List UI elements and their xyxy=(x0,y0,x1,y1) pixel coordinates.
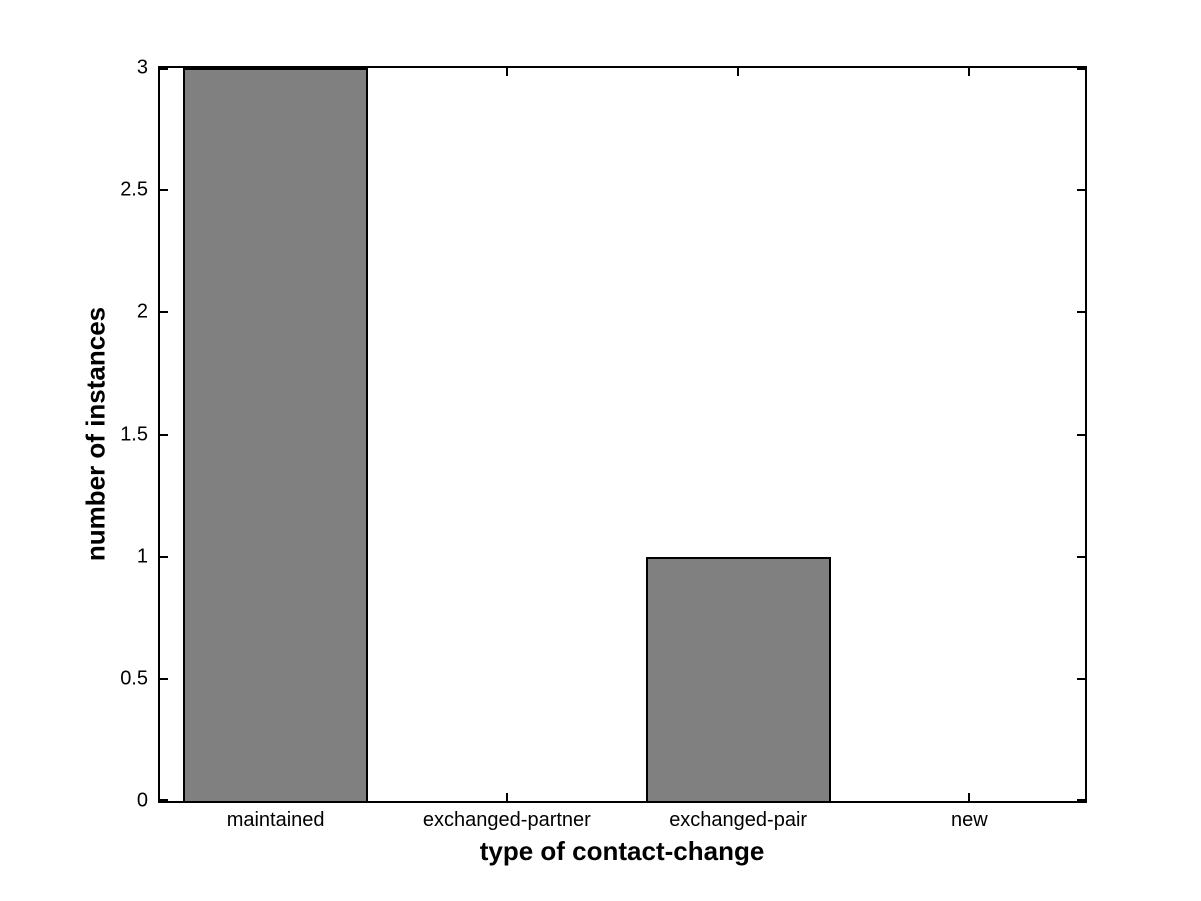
y-axis-tick xyxy=(1077,433,1085,436)
y-axis-tick xyxy=(1077,799,1085,801)
y-axis-tick xyxy=(160,433,168,436)
y-axis-tick xyxy=(160,555,168,558)
x-axis-tick xyxy=(505,68,508,76)
x-axis-tick xyxy=(505,793,508,801)
y-tick-label: 2 xyxy=(136,300,148,323)
y-axis-tick xyxy=(160,189,168,192)
y-axis-tick xyxy=(160,677,168,680)
x-tick-label: exchanged-partner xyxy=(422,809,591,831)
x-tick-label: exchanged-pair xyxy=(669,809,808,831)
x-tick-label: maintained xyxy=(226,809,325,831)
bar-maintained xyxy=(183,68,369,801)
y-tick-label: 1.5 xyxy=(120,423,148,445)
plot-area xyxy=(158,66,1087,803)
y-axis-tick xyxy=(1077,677,1085,680)
y-tick-label: 1 xyxy=(136,545,148,568)
y-axis-label: number of instances xyxy=(80,306,111,562)
y-axis-tick xyxy=(1077,189,1085,192)
x-tick-label: new xyxy=(951,809,988,831)
x-axis-tick xyxy=(968,68,971,76)
y-axis-tick xyxy=(160,68,168,70)
y-axis-tick xyxy=(160,311,168,314)
x-axis-tick xyxy=(737,68,740,76)
x-axis-tick xyxy=(968,793,971,801)
y-axis-tick xyxy=(160,799,168,801)
y-tick-label: 0 xyxy=(136,789,148,812)
x-axis-label: type of contact-change xyxy=(479,836,765,866)
y-tick-label: 0.5 xyxy=(120,667,148,690)
y-axis-tick xyxy=(1077,68,1085,70)
y-axis-tick xyxy=(1077,311,1085,314)
bar-exchanged-pair xyxy=(645,556,831,801)
y-tick-label: 2.5 xyxy=(120,178,148,201)
y-tick-label: 3 xyxy=(136,56,148,79)
y-axis-tick xyxy=(1077,555,1085,558)
